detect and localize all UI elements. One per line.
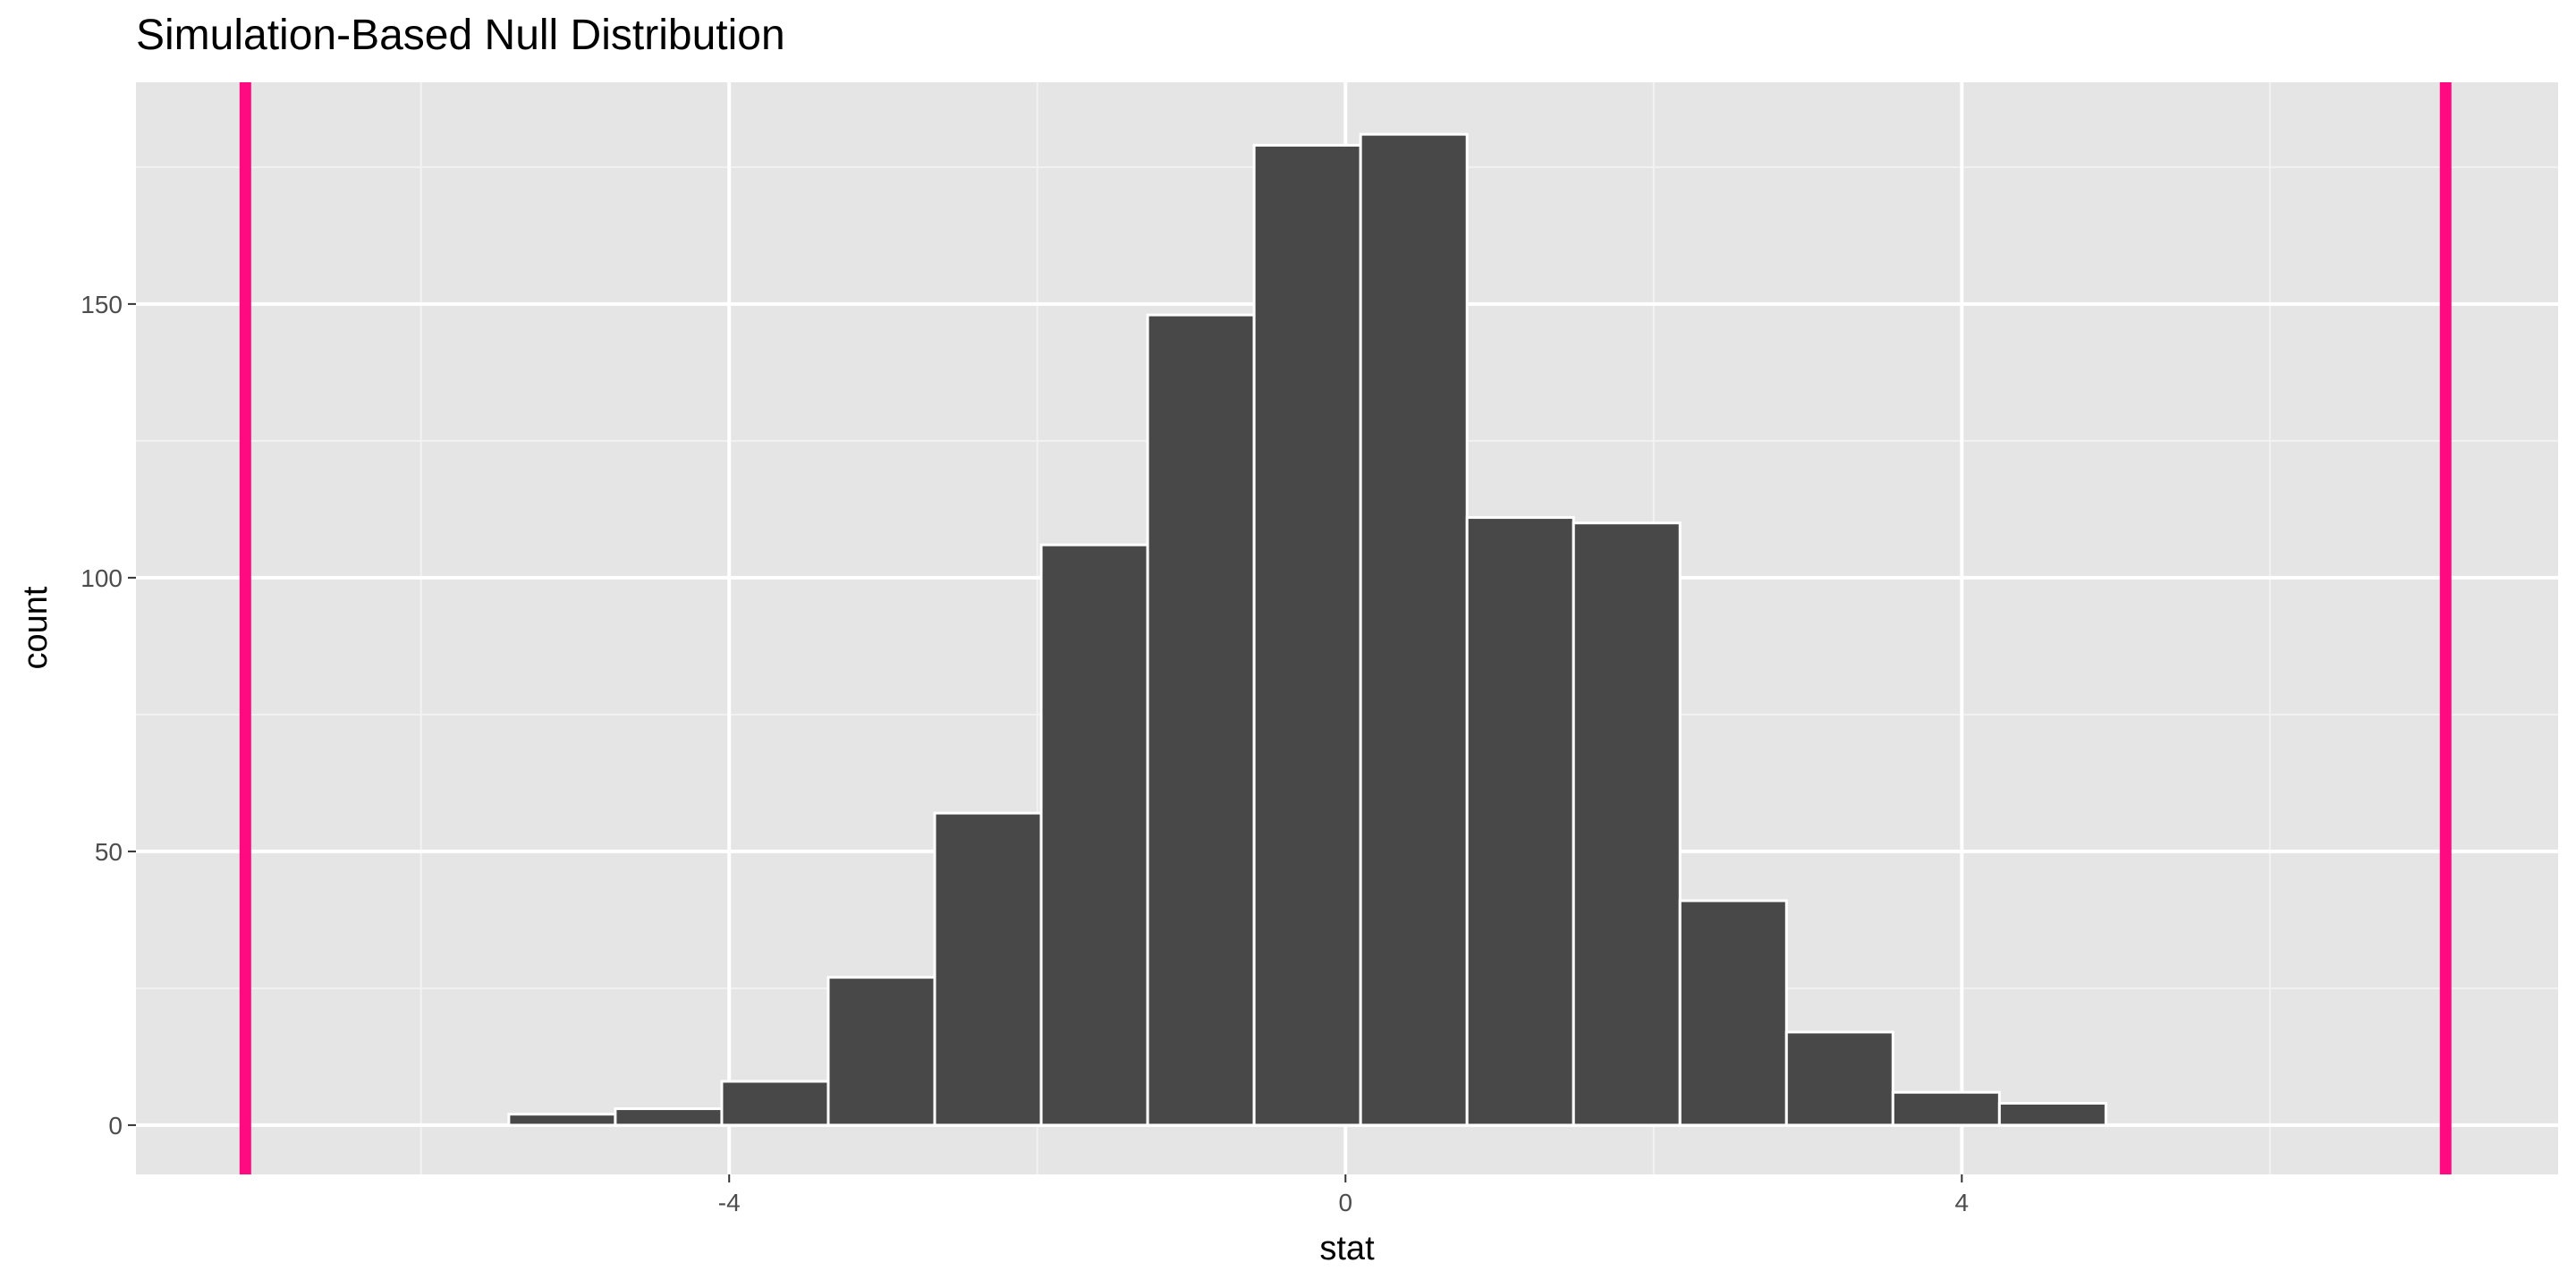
x-tick-label: 4: [1955, 1189, 1970, 1216]
y-tick-label: 150: [80, 291, 123, 318]
histogram-bar: [1465, 516, 1575, 1127]
y-tick-label: 100: [80, 564, 123, 592]
x-tick-label: -4: [718, 1189, 741, 1216]
y-tick-label: 50: [95, 838, 123, 866]
histogram-bar: [933, 811, 1043, 1127]
y-tick-label: 0: [108, 1112, 123, 1140]
chart-title: Simulation-Based Null Distribution: [136, 12, 785, 59]
histogram-bar: [720, 1080, 830, 1127]
histogram-bar: [1678, 899, 1788, 1127]
histogram-bar: [1997, 1101, 2107, 1127]
histogram-bar: [614, 1107, 724, 1127]
y-axis-label: count: [17, 586, 55, 669]
x-axis-label: stat: [1319, 1230, 1375, 1267]
histogram-bar: [1039, 543, 1149, 1127]
histogram-bar: [1252, 143, 1362, 1127]
histogram-bar: [1891, 1090, 2001, 1127]
x-tick-label: 0: [1338, 1189, 1352, 1216]
histogram-bar: [1359, 132, 1469, 1127]
histogram-bar: [826, 976, 936, 1127]
histogram-bar: [1572, 521, 1682, 1127]
histogram-bar: [507, 1113, 617, 1127]
histogram-bar: [1784, 1030, 1894, 1127]
histogram-bar: [1146, 313, 1256, 1127]
